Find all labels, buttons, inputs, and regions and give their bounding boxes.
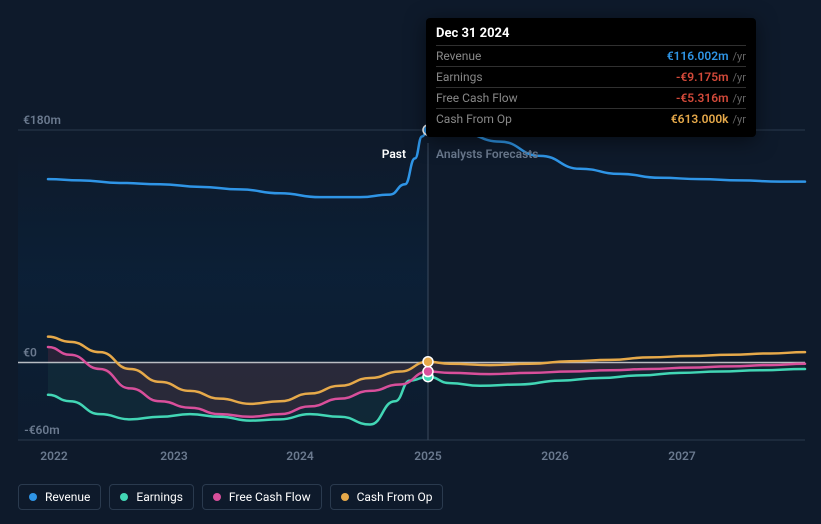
svg-text:2025: 2025 [414,449,442,463]
legend-dot-icon [341,493,349,501]
legend-item[interactable]: Revenue [18,484,101,510]
svg-text:2026: 2026 [541,449,569,463]
svg-text:Analysts Forecasts: Analysts Forecasts [436,147,538,161]
chart-tooltip: Dec 31 2024 Revenue €116.002m/yr Earnings -… [426,18,756,137]
tooltip-row-unit: /yr [733,92,746,105]
legend-item-label: Earnings [136,490,183,504]
legend-dot-icon [29,493,37,501]
svg-text:€0: €0 [23,346,37,360]
tooltip-row: Free Cash Flow -€5.316m/yr [436,87,746,108]
svg-text:2027: 2027 [668,449,696,463]
tooltip-row-value: €116.002m [667,49,729,63]
tooltip-row-unit: /yr [733,50,746,63]
tooltip-row-unit: /yr [733,113,746,126]
legend-item-label: Free Cash Flow [229,490,311,504]
svg-text:2022: 2022 [40,449,68,463]
legend-item[interactable]: Earnings [109,484,194,510]
tooltip-row-label: Revenue [436,49,481,63]
svg-text:Past: Past [382,147,406,161]
tooltip-row-value: -€9.175m [676,70,729,84]
tooltip-row-label: Cash From Op [436,112,512,126]
tooltip-row-unit: /yr [733,71,746,84]
tooltip-row: Earnings -€9.175m/yr [436,66,746,87]
tooltip-row-value: €613.000k [671,112,729,126]
legend-dot-icon [213,493,221,501]
tooltip-row-label: Free Cash Flow [436,91,518,105]
tooltip-date: Dec 31 2024 [436,26,746,45]
legend-item-label: Cash From Op [357,490,433,504]
financial-forecast-chart: €180m €0 -€60m 2022 2023 2024 2025 2026 2027 Past… [0,0,821,524]
tooltip-row: Cash From Op €613.000k/yr [436,108,746,129]
svg-text:€180m: €180m [23,113,61,127]
legend-item[interactable]: Cash From Op [330,484,444,510]
legend-item[interactable]: Free Cash Flow [202,484,322,510]
legend-dot-icon [120,493,128,501]
svg-text:-€60m: -€60m [24,423,59,437]
legend-item-label: Revenue [45,490,90,504]
tooltip-row-label: Earnings [436,70,483,84]
svg-text:2024: 2024 [286,449,314,463]
tooltip-row-value: -€5.316m [676,91,729,105]
chart-legend: Revenue Earnings Free Cash Flow Cash From O… [18,484,443,510]
svg-text:2023: 2023 [160,449,188,463]
tooltip-row: Revenue €116.002m/yr [436,45,746,66]
